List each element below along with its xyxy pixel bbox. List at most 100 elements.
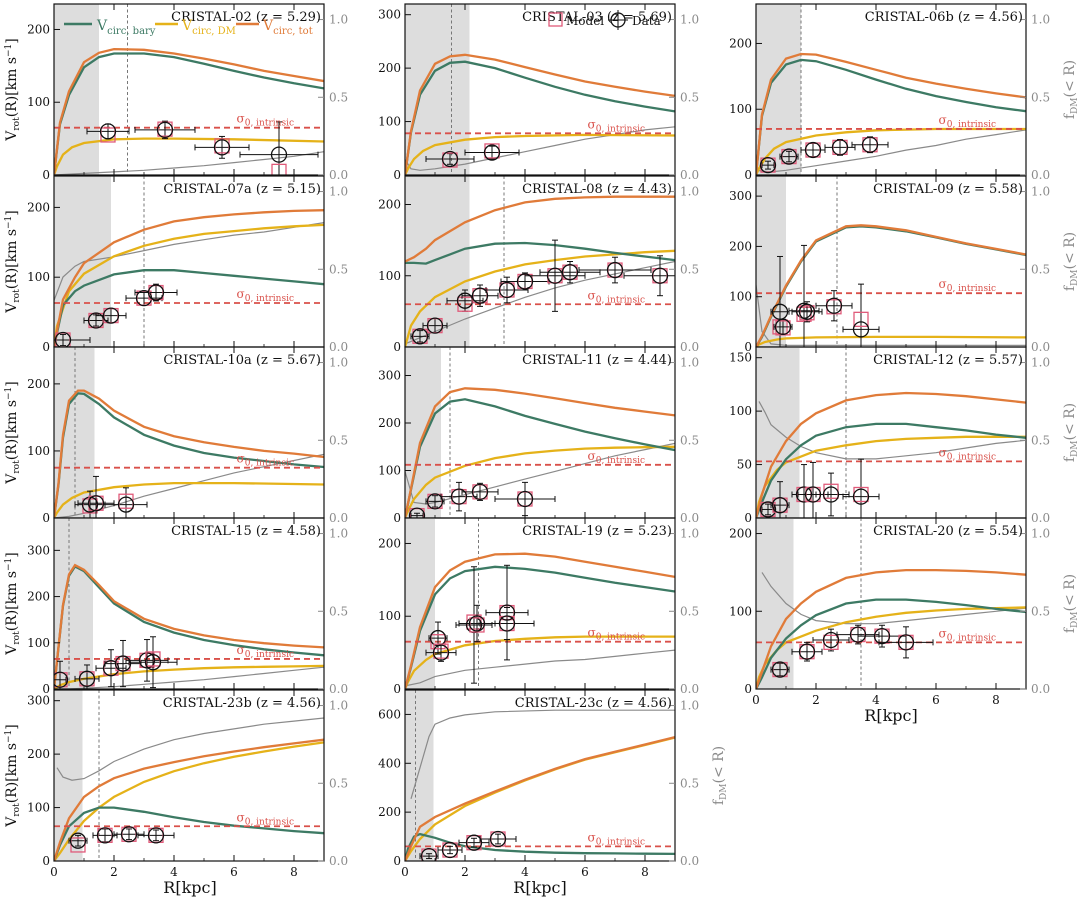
x-tick-label: 8: [992, 693, 1000, 707]
y-tick-label: 200: [378, 805, 401, 819]
fdm-tick-label: 0.0: [1031, 682, 1050, 696]
vcirc-tot-curve: [54, 563, 324, 689]
y-tick-label: 0: [744, 168, 752, 182]
vcirc-dm-curve: [756, 335, 1026, 347]
ylabel-rest: (R)[km s: [4, 571, 20, 631]
vcirc-tot-curve: [756, 391, 1026, 518]
panel-title: CRISTAL-20 (z = 5.54): [873, 524, 1023, 539]
sigma-label-main: σ: [939, 445, 947, 459]
fdm-tick-label: 0.5: [680, 604, 699, 618]
vcirc-dm-curve: [405, 445, 675, 518]
data-point: [408, 507, 426, 518]
data-point: [147, 827, 165, 844]
panel-plot-area-4: [54, 176, 324, 347]
y-tick-label: 100: [27, 95, 50, 109]
y-tick-label: 50: [737, 458, 752, 472]
y-tick-label: 200: [378, 198, 401, 212]
psf-region: [54, 690, 83, 861]
panel-title: CRISTAL-03 (z = 5.69): [522, 10, 672, 25]
vcirc-tot-curve: [405, 53, 675, 175]
panel-frame: [53, 3, 325, 176]
data-point: [432, 644, 450, 661]
sigma-label-main: σ: [939, 626, 947, 640]
fdm-tick-label: 0.0: [329, 168, 348, 182]
data-point: [831, 139, 849, 156]
y-tick-label: 0: [744, 340, 752, 354]
data-point: [606, 261, 624, 279]
data-point: [102, 307, 120, 324]
panel-plot-area-14: [405, 690, 675, 861]
data-point: [651, 267, 669, 284]
ylabel-sup: −1: [4, 44, 14, 57]
data-point: [561, 264, 579, 281]
panel-frame: [404, 689, 676, 862]
ylabel-fdm-f: f: [1062, 112, 1078, 119]
fdm-tick-label: 1.0: [329, 13, 348, 27]
y-tick-label: 300: [27, 694, 50, 708]
fdm-tick-label: 1.0: [1031, 13, 1050, 27]
ylabel-fdm-f: f: [1062, 626, 1078, 633]
fdm-tick-label: 0.0: [680, 682, 699, 696]
sigma-label-main: σ: [939, 277, 947, 291]
vcirc-bary-curve: [54, 565, 324, 689]
ylabel-sub: rot: [12, 803, 22, 817]
sigma-label-main: σ: [237, 810, 245, 824]
ylabel-rest: (R)[km s: [4, 229, 20, 289]
sigma-label-main: σ: [588, 626, 596, 640]
sigma-label-sub: 0, intrinsic: [947, 284, 996, 294]
fdm-tick-label: 0.0: [329, 854, 348, 868]
ylabel-end: ]: [4, 210, 20, 215]
panel-frame: [755, 3, 1027, 176]
data-point: [774, 318, 792, 336]
fdm-tick-label: 0.5: [1031, 604, 1050, 618]
ylabel-vrot: Vrot(R)[km s−1]: [4, 552, 22, 656]
ylabel-v: V: [4, 130, 20, 142]
y-tick-label: 200: [729, 36, 752, 50]
panel-title: CRISTAL-11 (z = 4.44): [522, 353, 672, 368]
ylabel-v: V: [4, 816, 20, 828]
fdm-tick-label: 1.0: [329, 527, 348, 541]
sigma-label-sub: 0, intrinsic: [245, 650, 294, 660]
sigma-label-sub: 0, intrinsic: [596, 633, 645, 643]
sigma-label-sub: 0, intrinsic: [596, 295, 645, 305]
vcirc-tot-curve: [54, 47, 324, 175]
xlabel-col2: R[kpc]: [513, 878, 566, 897]
data-point: [759, 156, 777, 174]
ylabel-v: V: [4, 473, 20, 485]
sigma-label-sub: 0, intrinsic: [245, 119, 294, 129]
ylabel-v: V: [4, 302, 20, 314]
data-point: [897, 634, 915, 651]
fdm-tick-label: 0.5: [329, 604, 348, 618]
legend-curves: Vcirc, bary Vcirc, DM Vcirc, tot: [64, 18, 313, 37]
legend-tot-label: Vcirc, tot: [262, 18, 313, 37]
vcirc-dm-curve: [405, 133, 675, 175]
vcirc-dm-curve: [756, 606, 1026, 689]
fdm-tick-label: 1.0: [1031, 185, 1050, 199]
vcirc-bary-curve: [54, 269, 324, 347]
fdm-tick-label: 0.0: [680, 340, 699, 354]
vcirc-bary-curve: [405, 565, 675, 689]
data-point: [147, 284, 165, 301]
panel-plot-area-9: [756, 347, 1026, 518]
psf-region: [54, 4, 99, 175]
y-tick-label: 0: [393, 168, 401, 182]
data-point: [516, 490, 534, 508]
y-tick-label: 100: [729, 102, 752, 116]
y-tick-label: 200: [378, 61, 401, 75]
sigma-label-main: σ: [237, 112, 245, 126]
fdm-tick-label: 1.0: [680, 13, 699, 27]
y-tick-label: 200: [378, 416, 401, 430]
fdm-tick-label: 1.0: [680, 356, 699, 370]
data-point: [822, 486, 840, 503]
panel-plot-area-6: [756, 176, 1026, 347]
ylabel-sub: rot: [12, 460, 22, 474]
data-point: [861, 136, 879, 153]
y-tick-label: 100: [729, 404, 752, 418]
y-tick-label: 200: [27, 200, 50, 214]
fdm-tick-label: 0.0: [329, 511, 348, 525]
sigma-label-sub: 0, intrinsic: [245, 294, 294, 304]
panel-plot-area-8: [405, 347, 675, 518]
psf-region: [405, 690, 434, 861]
fdm-tick-label: 1.0: [680, 527, 699, 541]
fdm-tick-label: 0.0: [1031, 511, 1050, 525]
